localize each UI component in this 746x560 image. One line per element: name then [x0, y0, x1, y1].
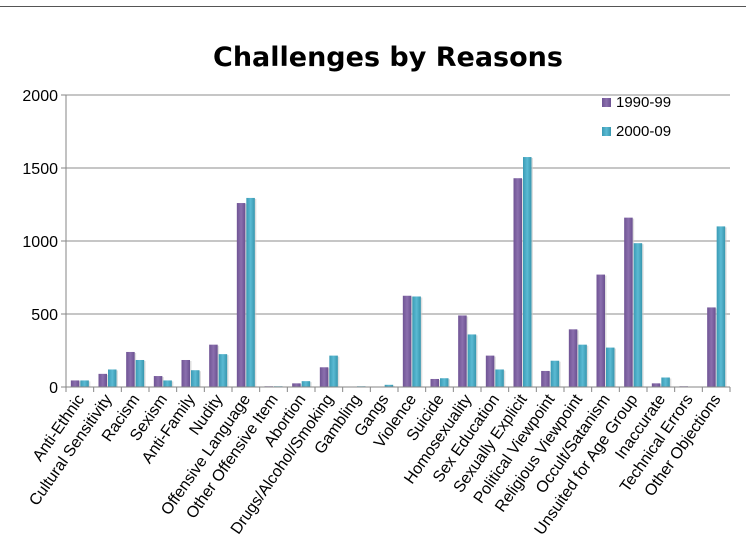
- bar-1990-99: [98, 373, 107, 387]
- bar-2000-09: [495, 369, 504, 387]
- bar-1990-99: [596, 274, 605, 387]
- chart-title: Challenges by Reasons: [213, 42, 563, 73]
- bar-1990-99: [209, 344, 218, 387]
- bar-1990-99: [541, 370, 550, 387]
- legend-label: 1990-99: [616, 94, 671, 111]
- y-tick-label: 500: [31, 307, 58, 324]
- bar-2000-09: [606, 347, 615, 387]
- axes: [61, 94, 731, 392]
- legend-label: 2000-09: [616, 123, 671, 140]
- bar-2000-09: [163, 380, 172, 387]
- bar-2000-09: [301, 381, 311, 387]
- bar-2000-09: [716, 226, 726, 387]
- bar-1990-99: [513, 178, 522, 387]
- bar-2000-09: [550, 360, 560, 387]
- bar-2000-09: [467, 334, 477, 387]
- bar-1990-99: [402, 295, 412, 387]
- bar-2000-09: [108, 369, 117, 387]
- bar-2000-09: [523, 157, 532, 387]
- bar-1990-99: [181, 359, 190, 387]
- bar-1990-99: [707, 307, 716, 387]
- bar-2000-09: [578, 344, 587, 387]
- bar-1990-99: [624, 217, 633, 387]
- y-tick-label: 1500: [22, 161, 58, 178]
- bar-2000-09: [191, 370, 200, 387]
- bar-1990-99: [70, 380, 80, 387]
- bar-1990-99: [236, 203, 246, 387]
- bar-1990-99: [319, 367, 329, 387]
- y-tick-label: 1000: [22, 234, 58, 251]
- bar-2000-09: [440, 378, 449, 387]
- bar-2000-09: [329, 355, 338, 387]
- gridlines: [66, 94, 730, 315]
- bars: [70, 157, 727, 387]
- bar-2000-09: [80, 380, 89, 387]
- top-divider-line: [0, 6, 746, 7]
- y-tick-label: 0: [49, 380, 58, 397]
- bar-1990-99: [651, 383, 661, 387]
- y-axis-tick-labels: 0 500 1000 1500 2000: [22, 88, 58, 397]
- bar-1990-99: [126, 351, 135, 387]
- bar-1990-99: [458, 315, 467, 387]
- bar-1990-99: [485, 355, 495, 387]
- bar-2000-09: [661, 377, 670, 387]
- bar-2000-09: [412, 296, 421, 387]
- legend-swatch: [602, 98, 611, 107]
- y-tick-label: 2000: [22, 88, 58, 105]
- bar-2000-09: [384, 384, 394, 387]
- bar-1990-99: [292, 383, 301, 387]
- bar-2000-09: [246, 197, 255, 387]
- bar-1990-99: [430, 378, 439, 387]
- legend: 1990-99 2000-09: [602, 94, 671, 140]
- bar-2000-09: [135, 359, 145, 387]
- legend-swatch: [602, 127, 611, 136]
- bar-1990-99: [153, 376, 163, 387]
- bar-2000-09: [218, 354, 228, 387]
- bar-1990-99: [568, 329, 578, 387]
- bar-2000-09: [633, 243, 643, 387]
